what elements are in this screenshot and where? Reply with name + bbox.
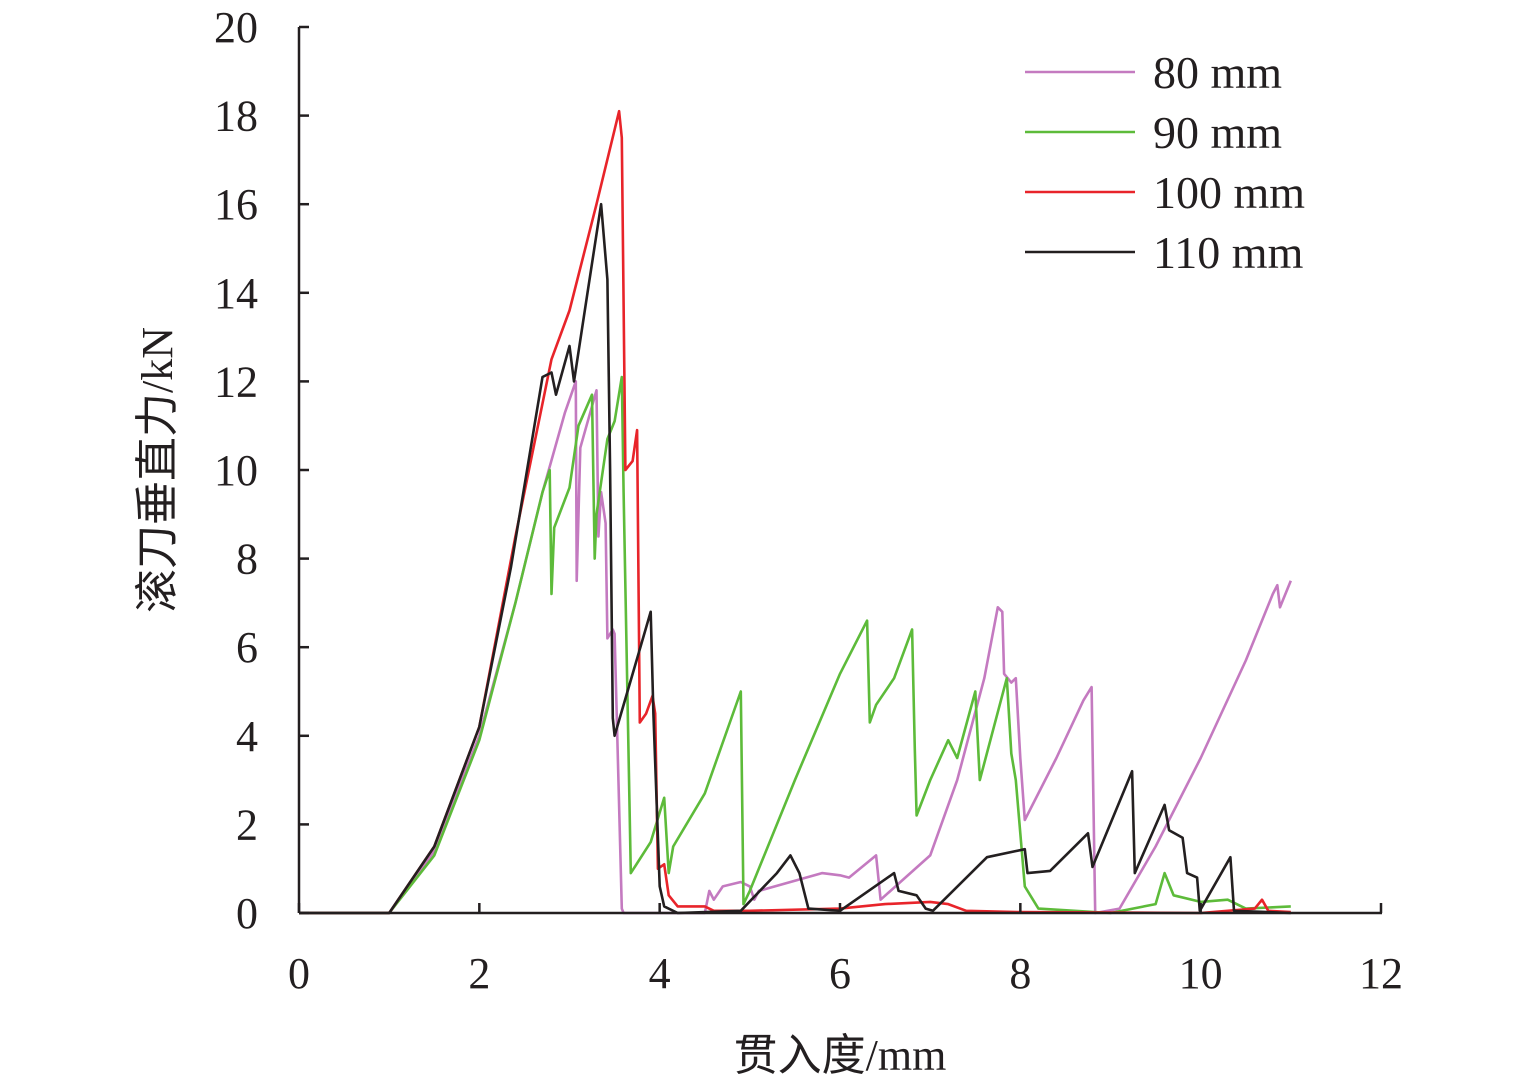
- x-tick-label: 4: [649, 949, 671, 998]
- x-tick-label: 6: [829, 949, 851, 998]
- y-axis-label: 滚刀垂直力/kN: [133, 327, 182, 613]
- y-tick-label: 20: [214, 3, 258, 52]
- y-tick-label: 16: [214, 180, 258, 229]
- x-tick-label: 10: [1179, 949, 1223, 998]
- ticks: 0 2 4 6 8 10 12 0 2 4 6 8 10 12 14 16 18 20: [214, 3, 1403, 998]
- x-tick-label: 0: [288, 949, 310, 998]
- legend-label: 110 mm: [1153, 227, 1304, 278]
- y-tick-label: 10: [214, 446, 258, 495]
- x-tick-label: 8: [1009, 949, 1031, 998]
- y-tick-label: 0: [236, 889, 258, 938]
- series-line-100-mm: [299, 109, 1291, 915]
- legend: 80 mm 90 mm 100 mm 110 mm: [1025, 47, 1305, 278]
- legend-label: 100 mm: [1153, 167, 1305, 218]
- x-axis-label: 贯入度/mm: [734, 1031, 947, 1080]
- y-tick-label: 12: [214, 357, 258, 406]
- y-tick-label: 8: [236, 535, 258, 584]
- x-tick-label: 2: [468, 949, 490, 998]
- y-tick-label: 18: [214, 92, 258, 141]
- series-line-90-mm: [299, 375, 1291, 915]
- series-line-110-mm: [299, 202, 1291, 915]
- y-tick-label: 2: [236, 800, 258, 849]
- legend-label: 90 mm: [1153, 107, 1282, 158]
- y-tick-label: 6: [236, 623, 258, 672]
- y-tick-label: 14: [214, 269, 258, 318]
- y-tick-label: 4: [236, 712, 258, 761]
- series-layer: [299, 109, 1293, 915]
- x-tick-label: 12: [1359, 949, 1403, 998]
- legend-label: 80 mm: [1153, 47, 1282, 98]
- series-line-80-mm: [299, 380, 1293, 915]
